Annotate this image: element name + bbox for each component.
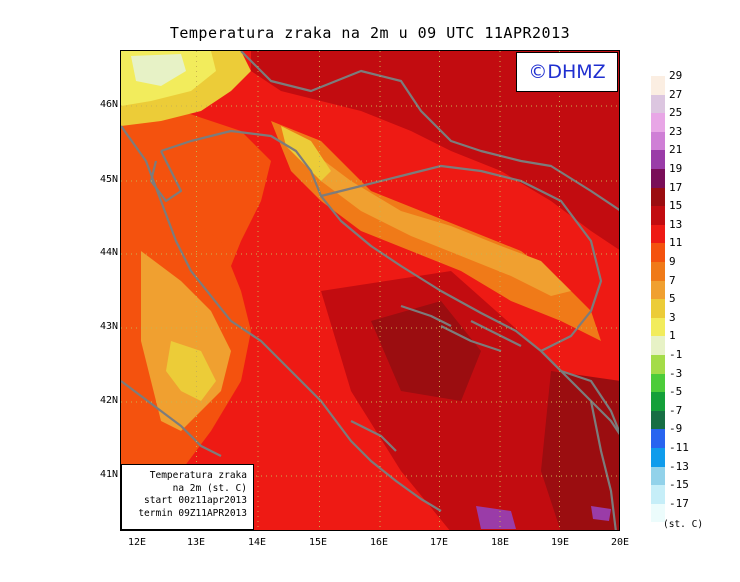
map-title: Temperatura zraka na 2m u 09 UTC 11APR20… <box>169 24 571 42</box>
legend-label: -17 <box>669 496 689 510</box>
legend-label: 15 <box>669 199 683 213</box>
legend-label: -11 <box>669 441 689 454</box>
info-line-start: start 00z11apr2013 <box>144 495 247 506</box>
lon-label-18e: 18E <box>490 537 510 548</box>
field-cool-inner <box>311 151 571 296</box>
info-line-variable: Temperatura zraka <box>149 470 247 481</box>
coastlines <box>121 51 619 530</box>
legend-label: 7 <box>669 273 676 287</box>
lat-label-41n: 41N <box>99 469 118 480</box>
lon-label-20e: 20E <box>610 537 630 548</box>
legend-swatch <box>651 466 665 486</box>
graticule <box>121 51 619 530</box>
legend-label: 9 <box>669 255 676 268</box>
coast-italy <box>121 125 442 512</box>
legend-label: 17 <box>669 180 683 194</box>
lon-label-12e: 12E <box>127 537 147 548</box>
lat-label-44n: 44N <box>99 247 118 258</box>
legend-swatch <box>651 94 665 114</box>
field-pale-north <box>131 54 186 86</box>
field-purple-east <box>591 506 611 521</box>
lon-label-19e: 19E <box>550 537 570 548</box>
color-legend <box>651 76 665 523</box>
legend-swatch <box>651 224 665 244</box>
legend-label: -3 <box>669 366 683 380</box>
legend-swatch <box>651 243 665 262</box>
legend-label: -7 <box>669 403 683 417</box>
legend-swatch <box>651 299 665 318</box>
coast-italy-south <box>121 380 222 457</box>
legend-swatch <box>651 317 665 337</box>
legend-swatch <box>651 355 665 374</box>
lon-label-15e: 15E <box>308 537 328 548</box>
legend-label: 5 <box>669 292 676 306</box>
lat-label-42n: 42N <box>99 395 118 406</box>
lon-label-14e: 14E <box>247 537 267 548</box>
field-purple-se <box>476 506 516 529</box>
legend-swatch <box>651 206 665 225</box>
field-veryhot-mid <box>371 301 481 401</box>
legend-swatch <box>651 76 665 95</box>
legend-label: 3 <box>669 310 676 324</box>
legend-swatch <box>651 392 665 411</box>
border-bosnia <box>320 164 603 352</box>
info-line-units: na 2m (st. C) <box>172 482 247 494</box>
legend-swatch <box>651 336 665 355</box>
field-veryhot-se <box>541 371 619 530</box>
lat-label-45n: 45N <box>99 174 118 185</box>
border-slovenia <box>240 51 619 211</box>
legend-swatch <box>651 429 665 448</box>
lat-label-43n: 43N <box>99 321 118 332</box>
temperature-map <box>120 50 620 531</box>
border-montenegro <box>540 350 619 434</box>
legend-swatch <box>651 113 665 132</box>
field-cold-italy <box>166 341 216 401</box>
legend-swatch <box>651 503 665 523</box>
legend-label: -15 <box>669 478 689 492</box>
legend-label: 11 <box>669 236 683 250</box>
coast-gargano <box>350 420 397 452</box>
lon-label-16e: 16E <box>369 537 389 548</box>
legend-label: 25 <box>669 106 683 120</box>
legend-units: (st. C) <box>663 519 704 530</box>
legend-swatch <box>651 187 665 207</box>
temperature-field <box>121 51 619 530</box>
lat-label-46n: 46N <box>99 99 118 110</box>
legend-swatch <box>651 410 665 430</box>
coast-islands-3 <box>470 320 522 347</box>
legend-swatch <box>651 262 665 281</box>
lon-label-13e: 13E <box>186 537 206 548</box>
legend-swatch <box>651 485 665 504</box>
legend-swatch <box>651 280 665 300</box>
info-line-termin: termin 09Z11APR2013 <box>138 507 247 519</box>
coast-albania <box>589 400 617 530</box>
legend-label: -1 <box>669 348 683 361</box>
legend-label: -13 <box>669 459 689 473</box>
dhmz-logo: ©DHMZ <box>516 52 618 92</box>
legend-label: 21 <box>669 143 683 157</box>
coast-croatia <box>160 129 619 435</box>
legend-label: 1 <box>669 329 676 343</box>
coast-islands-1 <box>400 304 452 327</box>
legend-swatch <box>651 373 665 393</box>
legend-label: 23 <box>669 124 683 138</box>
legend-label: -9 <box>669 422 683 436</box>
info-box: Temperatura zraka na 2m (st. C) start 00… <box>121 464 254 530</box>
field-hot-north <box>251 51 619 250</box>
legend-label: 29 <box>669 69 683 82</box>
legend-label: 27 <box>669 87 683 101</box>
legend-label: -5 <box>669 385 683 399</box>
legend-swatch <box>651 448 665 467</box>
legend-swatch <box>651 169 665 188</box>
field-cold-velebit <box>281 126 331 181</box>
legend-label: 19 <box>669 162 683 175</box>
coast-islands-2 <box>440 325 502 353</box>
lon-label-17e: 17E <box>429 537 449 548</box>
legend-swatch <box>651 131 665 151</box>
legend-swatch <box>651 150 665 169</box>
legend-label: 13 <box>669 217 683 231</box>
